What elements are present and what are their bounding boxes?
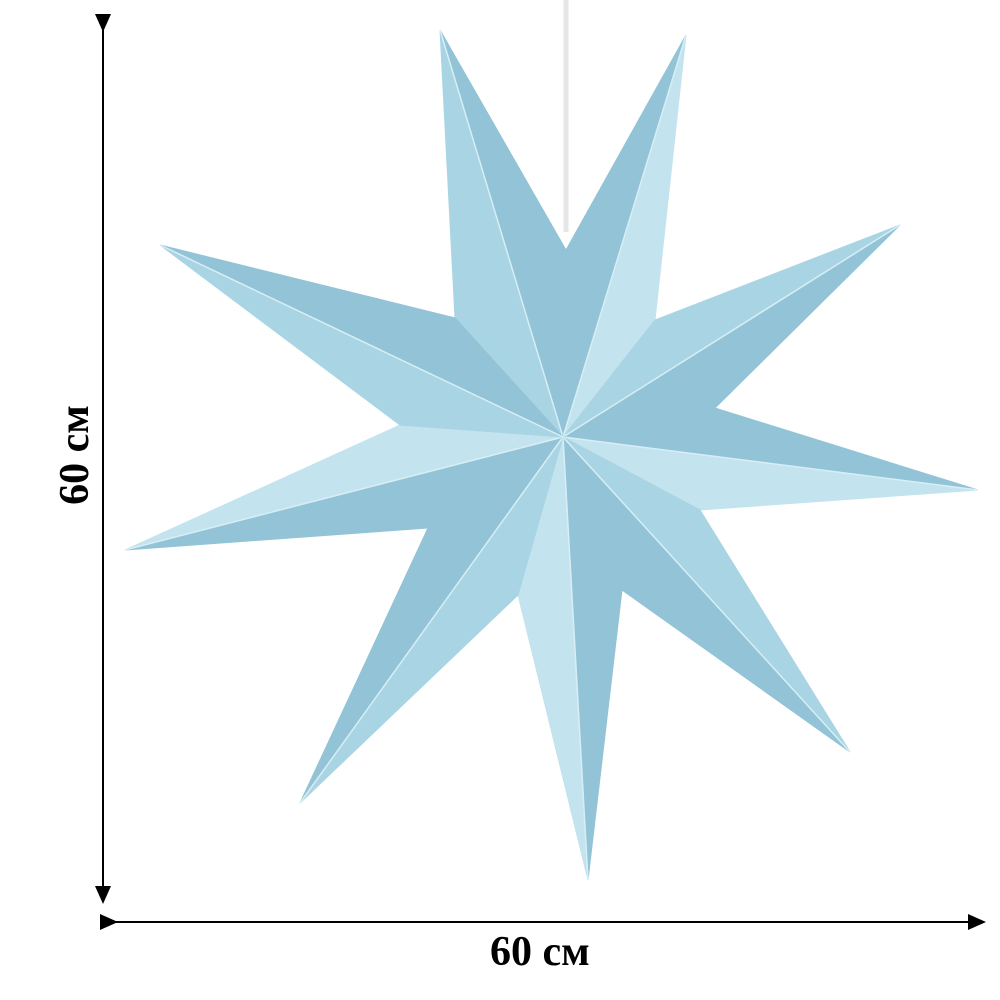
star-fold-line (562, 436, 851, 753)
star-fold-line (562, 436, 979, 491)
height-label: 60 см (52, 405, 98, 505)
star-fold-line (562, 224, 901, 438)
paper-star (124, 29, 979, 881)
width-label: 60 см (490, 929, 590, 975)
star-fold-line (124, 436, 564, 551)
star-fold-line (562, 34, 687, 438)
star-fold-line (562, 436, 589, 881)
star-fold-line (159, 244, 564, 438)
star-fold-line (439, 29, 564, 438)
star-fold-line (299, 436, 564, 804)
